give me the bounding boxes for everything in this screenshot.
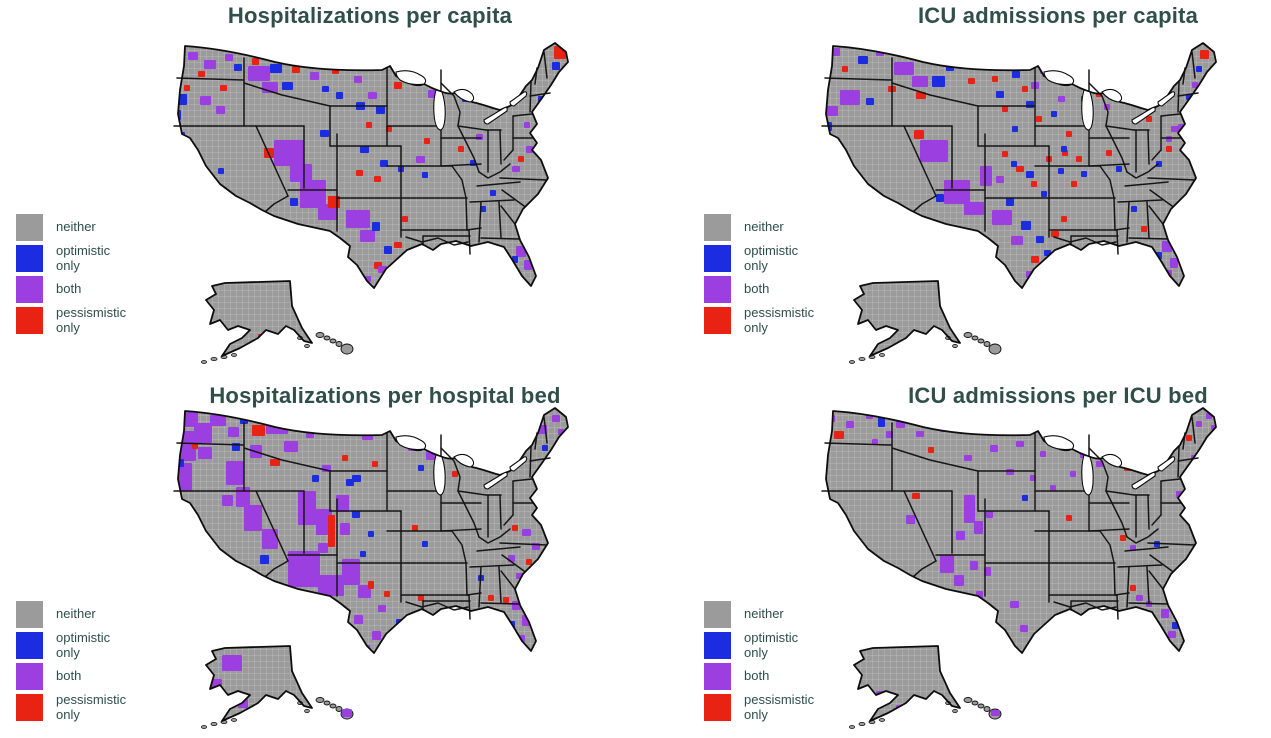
- state-borders-layer: [821, 51, 1199, 255]
- panel-title-hospitalizations-per-hospital-bed: Hospitalizations per hospital bed: [209, 383, 561, 408]
- great-lakes-layer: [1043, 70, 1176, 131]
- legend-label-pessimistic: pessismistic only: [56, 692, 127, 722]
- legend-hospitalizations-per-capita: neither optimistic only both pessismistic onl…: [16, 214, 126, 335]
- legend-swatch-optimistic: [16, 245, 43, 272]
- legend-item-neither: neither: [16, 214, 126, 241]
- legend-icu-admissions-per-capita: neither optimistic only both pessismistic onl…: [704, 214, 814, 335]
- great-lakes-layer: [1043, 435, 1176, 496]
- legend-item-optimistic: optimistic only: [704, 243, 814, 273]
- legend-item-neither: neither: [16, 601, 126, 628]
- panel-title-hospitalizations-per-capita: Hospitalizations per capita: [227, 3, 513, 28]
- legend-swatch-both: [16, 276, 43, 303]
- county-highlights-layer: [178, 411, 564, 717]
- legend-label-pessimistic: pessismistic only: [744, 692, 815, 722]
- legend-item-pessimistic: pessismistic only: [704, 692, 815, 722]
- legend-label-neither: neither: [56, 606, 96, 622]
- legend-label-optimistic: optimistic only: [744, 630, 799, 660]
- legend-swatch-optimistic: [704, 632, 731, 659]
- legend-swatch-both: [16, 663, 43, 690]
- legend-swatch-optimistic: [704, 245, 731, 272]
- legend-label-neither: neither: [56, 219, 96, 235]
- legend-swatch-neither: [16, 214, 43, 241]
- legend-item-both: both: [704, 663, 814, 690]
- legend-item-optimistic: optimistic only: [16, 243, 126, 273]
- panel-title-icu-admissions-per-icu-bed: ICU admissions per ICU bed: [908, 383, 1208, 408]
- legend-label-both: both: [744, 668, 770, 684]
- state-borders-layer: [173, 416, 551, 620]
- legend-item-both: both: [16, 276, 126, 303]
- panel-title-icu-admissions-per-capita: ICU admissions per capita: [917, 3, 1199, 28]
- legend-swatch-both: [704, 276, 731, 303]
- great-lakes-layer: [395, 435, 528, 496]
- state-borders-layer: [821, 416, 1199, 620]
- legend-swatch-both: [704, 663, 731, 690]
- legend-item-pessimistic: pessismistic only: [16, 305, 127, 335]
- legend-swatch-neither: [704, 214, 731, 241]
- legend-item-pessimistic: pessismistic only: [16, 692, 127, 722]
- us-county-map-icu-admissions-per-icu-bed: [818, 403, 1271, 733]
- legend-label-pessimistic: pessismistic only: [744, 305, 815, 335]
- legend-item-neither: neither: [704, 214, 814, 241]
- land-layer: [826, 408, 1216, 729]
- legend-label-optimistic: optimistic only: [744, 243, 799, 273]
- legend-swatch-pessimistic: [704, 307, 731, 334]
- legend-hospitalizations-per-hospital-bed: neither optimistic only both pessismistic onl…: [16, 601, 126, 722]
- legend-item-both: both: [704, 276, 814, 303]
- legend-item-optimistic: optimistic only: [704, 630, 814, 660]
- land-layer: [826, 43, 1216, 364]
- legend-label-optimistic: optimistic only: [56, 243, 111, 273]
- legend-label-optimistic: optimistic only: [56, 630, 111, 660]
- legend-label-neither: neither: [744, 606, 784, 622]
- legend-swatch-neither: [704, 601, 731, 628]
- legend-item-neither: neither: [704, 601, 814, 628]
- legend-item-pessimistic: pessismistic only: [704, 305, 815, 335]
- legend-label-both: both: [744, 281, 770, 297]
- us-county-map-icu-admissions-per-capita: [818, 38, 1271, 368]
- legend-label-neither: neither: [744, 219, 784, 235]
- land-layer: [178, 43, 568, 364]
- legend-label-both: both: [56, 668, 82, 684]
- land-layer: [178, 408, 568, 729]
- legend-icu-admissions-per-icu-bed: neither optimistic only both pessismistic onl…: [704, 601, 814, 722]
- legend-swatch-optimistic: [16, 632, 43, 659]
- legend-item-both: both: [16, 663, 126, 690]
- legend-swatch-pessimistic: [704, 694, 731, 721]
- us-county-map-hospitalizations-per-hospital-bed: [170, 403, 650, 733]
- state-borders-layer: [173, 51, 551, 255]
- legend-label-both: both: [56, 281, 82, 297]
- great-lakes-layer: [395, 70, 528, 131]
- legend-swatch-pessimistic: [16, 307, 43, 334]
- legend-item-optimistic: optimistic only: [16, 630, 126, 660]
- legend-label-pessimistic: pessismistic only: [56, 305, 127, 335]
- us-county-map-hospitalizations-per-capita: [170, 38, 650, 368]
- legend-swatch-pessimistic: [16, 694, 43, 721]
- legend-swatch-neither: [16, 601, 43, 628]
